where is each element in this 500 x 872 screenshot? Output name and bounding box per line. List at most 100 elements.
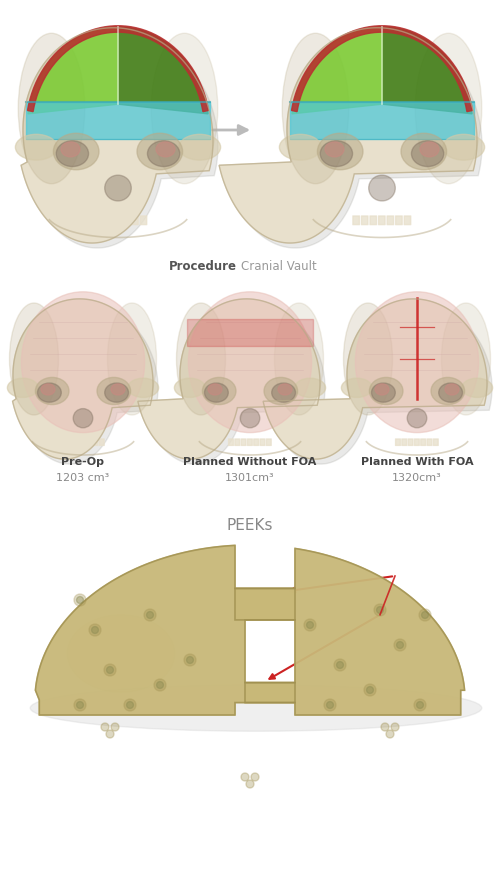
FancyBboxPatch shape	[98, 216, 104, 225]
Ellipse shape	[54, 133, 99, 170]
FancyBboxPatch shape	[228, 439, 234, 446]
Circle shape	[154, 679, 166, 691]
FancyBboxPatch shape	[396, 216, 402, 225]
FancyBboxPatch shape	[421, 439, 426, 446]
FancyBboxPatch shape	[408, 439, 413, 446]
FancyBboxPatch shape	[68, 439, 72, 446]
Polygon shape	[28, 26, 208, 112]
Text: 1301cm³: 1301cm³	[225, 473, 275, 483]
FancyBboxPatch shape	[235, 439, 240, 446]
Ellipse shape	[38, 383, 62, 402]
FancyBboxPatch shape	[396, 439, 400, 446]
Circle shape	[74, 699, 86, 711]
Ellipse shape	[104, 383, 128, 402]
Ellipse shape	[295, 378, 326, 398]
Circle shape	[111, 723, 119, 731]
Ellipse shape	[278, 384, 292, 395]
Text: Pre-Op: Pre-Op	[62, 457, 104, 467]
Ellipse shape	[111, 384, 125, 395]
Ellipse shape	[240, 409, 260, 428]
Ellipse shape	[272, 383, 295, 402]
Circle shape	[92, 626, 98, 633]
Polygon shape	[382, 27, 472, 114]
Ellipse shape	[104, 175, 132, 201]
Ellipse shape	[179, 134, 220, 160]
Circle shape	[246, 780, 254, 788]
Ellipse shape	[10, 303, 58, 415]
Ellipse shape	[442, 303, 490, 415]
Circle shape	[76, 596, 84, 603]
Circle shape	[101, 723, 109, 731]
Circle shape	[251, 773, 259, 781]
Ellipse shape	[320, 140, 352, 167]
Circle shape	[241, 773, 249, 781]
Text: Planned Without FOA: Planned Without FOA	[184, 457, 316, 467]
Polygon shape	[292, 27, 382, 114]
FancyBboxPatch shape	[87, 439, 92, 446]
Polygon shape	[26, 33, 218, 248]
Polygon shape	[268, 304, 492, 464]
Polygon shape	[143, 304, 325, 464]
Circle shape	[126, 701, 134, 708]
FancyBboxPatch shape	[362, 216, 368, 225]
FancyBboxPatch shape	[414, 439, 419, 446]
FancyBboxPatch shape	[378, 216, 385, 225]
Ellipse shape	[128, 378, 158, 398]
Circle shape	[324, 699, 336, 711]
Circle shape	[391, 723, 399, 731]
Circle shape	[306, 622, 314, 629]
Circle shape	[304, 619, 316, 631]
Ellipse shape	[342, 378, 372, 398]
Ellipse shape	[204, 383, 229, 402]
Ellipse shape	[73, 409, 93, 428]
Circle shape	[124, 699, 136, 711]
Text: PEEKs: PEEKs	[227, 519, 273, 534]
Circle shape	[156, 682, 164, 689]
Ellipse shape	[264, 378, 298, 405]
Ellipse shape	[22, 292, 144, 433]
FancyBboxPatch shape	[140, 216, 146, 225]
Text: Procedure: Procedure	[169, 261, 237, 274]
FancyBboxPatch shape	[93, 439, 98, 446]
FancyBboxPatch shape	[370, 216, 376, 225]
Ellipse shape	[97, 378, 130, 405]
Text: Cranial Vault: Cranial Vault	[241, 261, 317, 274]
Ellipse shape	[462, 378, 492, 398]
Polygon shape	[28, 27, 118, 114]
FancyBboxPatch shape	[132, 216, 138, 225]
Polygon shape	[235, 548, 464, 715]
FancyBboxPatch shape	[387, 216, 394, 225]
Ellipse shape	[274, 303, 324, 415]
Ellipse shape	[325, 142, 344, 157]
Circle shape	[394, 639, 406, 651]
Ellipse shape	[318, 133, 363, 170]
Circle shape	[374, 604, 386, 616]
Ellipse shape	[356, 292, 478, 433]
Circle shape	[366, 686, 374, 693]
FancyBboxPatch shape	[80, 439, 85, 446]
Polygon shape	[290, 102, 474, 139]
Circle shape	[416, 701, 424, 708]
Circle shape	[419, 609, 431, 621]
Circle shape	[326, 701, 334, 708]
Text: 1203 cm³: 1203 cm³	[56, 473, 110, 483]
Circle shape	[334, 659, 346, 671]
Polygon shape	[118, 27, 208, 114]
Circle shape	[74, 594, 86, 606]
Ellipse shape	[67, 615, 175, 692]
Ellipse shape	[368, 175, 396, 201]
Ellipse shape	[151, 33, 218, 184]
FancyBboxPatch shape	[106, 216, 112, 225]
Polygon shape	[138, 299, 320, 459]
Ellipse shape	[445, 384, 459, 395]
Circle shape	[186, 657, 194, 664]
Ellipse shape	[438, 383, 462, 402]
Ellipse shape	[412, 140, 444, 167]
FancyBboxPatch shape	[100, 439, 104, 446]
FancyBboxPatch shape	[62, 439, 66, 446]
Ellipse shape	[18, 33, 85, 184]
Ellipse shape	[344, 303, 392, 415]
FancyBboxPatch shape	[254, 439, 258, 446]
Ellipse shape	[156, 142, 175, 157]
Circle shape	[184, 654, 196, 666]
